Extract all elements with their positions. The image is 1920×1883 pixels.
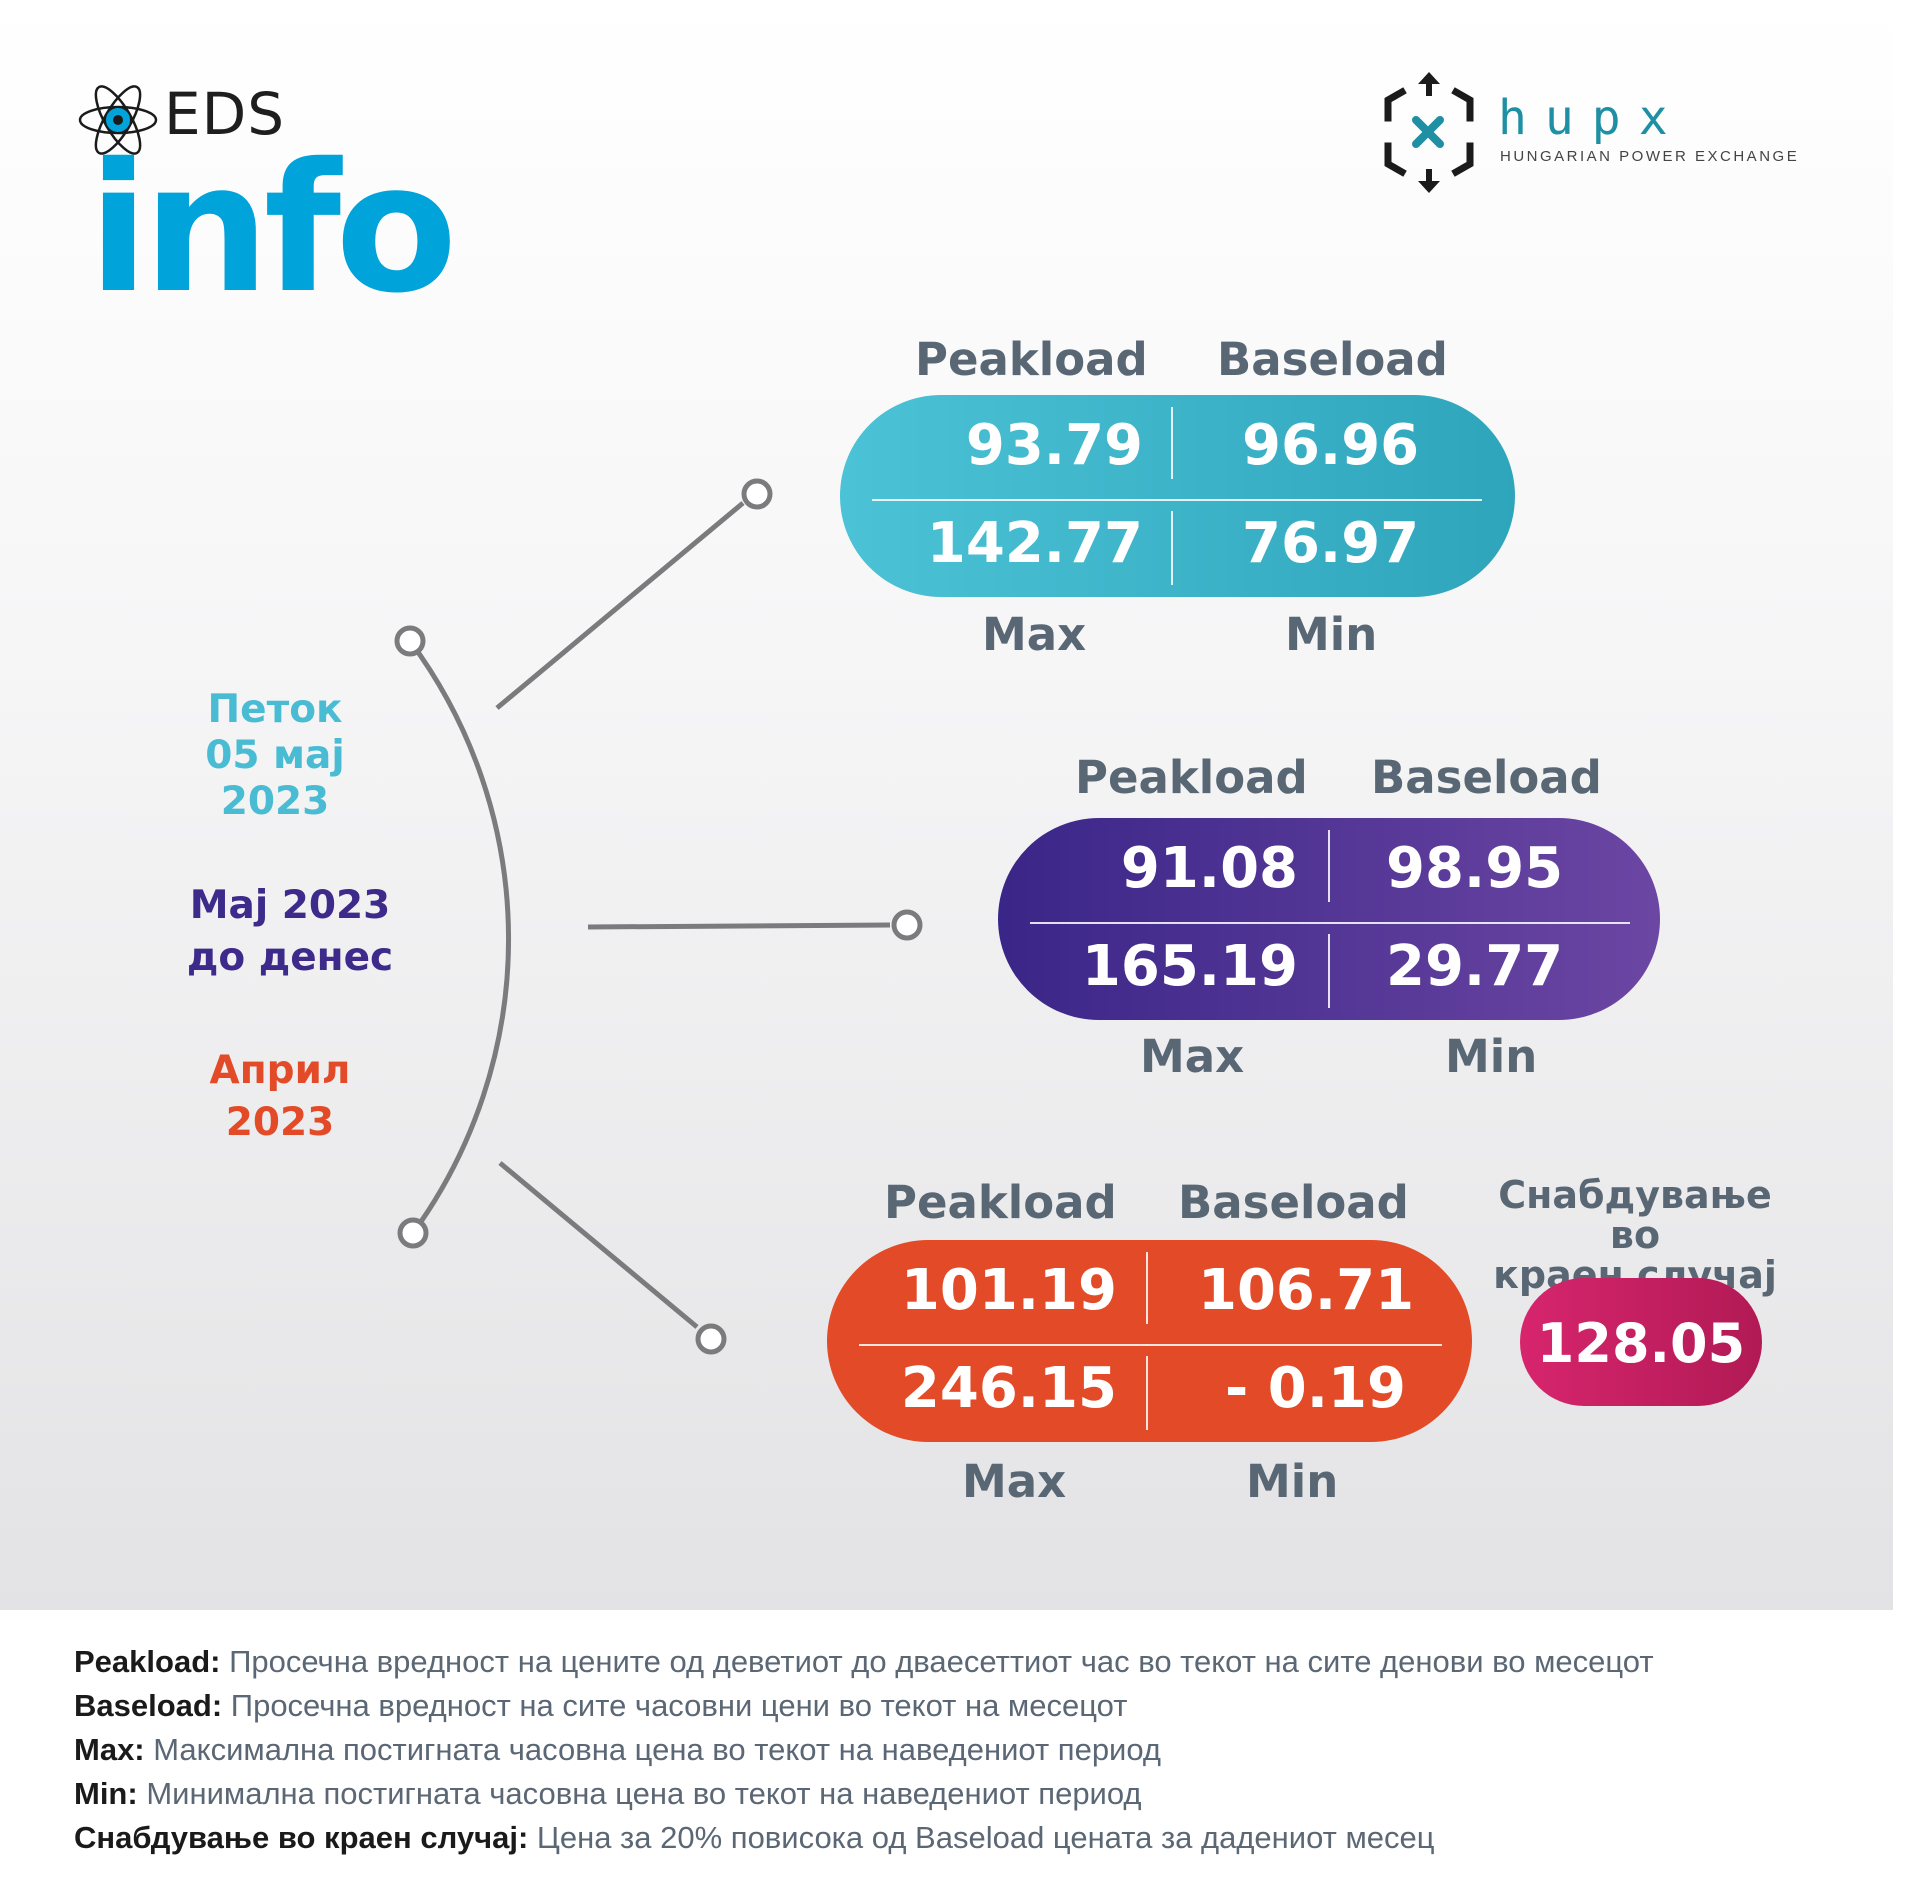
legend-row: Max: Максимална постигната часовна цена … <box>74 1728 1894 1772</box>
legend-row: Baseload: Просечна вредност на сите часо… <box>74 1684 1894 1728</box>
legend-term: Снабдување во краен случај: <box>74 1820 529 1855</box>
period-label-month: Мај 2023 до денес <box>170 880 410 984</box>
baseload-header: Baseload <box>1371 751 1602 804</box>
node-prev-month <box>695 1323 727 1355</box>
legend-text: Цена за 20% повисока од Baseload цената … <box>536 1820 1435 1855</box>
period-line: 2023 <box>220 779 330 824</box>
eds-label: EDS <box>164 80 286 148</box>
last-resort-value: 128.05 <box>1536 1312 1746 1375</box>
period-line: 05 мај <box>205 733 345 778</box>
legend-row: Min: Минимална постигната часовна цена в… <box>74 1772 1894 1816</box>
legend-row: Снабдување во краен случај: Цена за 20% … <box>74 1816 1894 1860</box>
peakload-header: Peakload <box>884 1176 1117 1229</box>
hupx-wordmark: hupx <box>1498 90 1686 146</box>
info-label: info <box>88 125 457 332</box>
baseload-value: 106.71 <box>1198 1258 1415 1323</box>
min-footer: Min <box>1246 1455 1339 1508</box>
baseload-header: Baseload <box>1178 1176 1409 1229</box>
branch-prev-month <box>498 1161 699 1329</box>
node-arc-bottom <box>397 1217 429 1249</box>
legend-term: Min: <box>74 1776 138 1811</box>
price-pill: 101.19 106.71 246.15 - 0.19 <box>827 1240 1472 1442</box>
peakload-value: 101.19 <box>900 1258 1117 1323</box>
peakload-value: 93.79 <box>965 413 1143 478</box>
hupx-mark-icon <box>1384 72 1474 193</box>
legend-text: Минимална постигната часовна цена во тек… <box>146 1776 1142 1811</box>
legend-text: Просечна вредност на сите часовни цени в… <box>230 1688 1128 1723</box>
legend-text: Просечна вредност на цените од деветиот … <box>229 1644 1654 1679</box>
baseload-value: 98.95 <box>1386 836 1564 901</box>
min-footer: Min <box>1285 608 1378 661</box>
max-footer: Max <box>982 608 1087 661</box>
baseload-header: Baseload <box>1217 333 1448 386</box>
atom-icon <box>78 85 158 155</box>
hupx-logo: hupx HUNGARIAN POWER EXCHANGE <box>1374 70 1814 200</box>
max-value: 246.15 <box>900 1356 1117 1421</box>
node-arc-top <box>394 625 426 657</box>
last-resort-pill: 128.05 <box>1520 1278 1762 1406</box>
last-resort-title: Снабдување во краен случај <box>1470 1175 1800 1295</box>
peakload-header: Peakload <box>915 333 1148 386</box>
last-resort-title-line: Снабдување во <box>1498 1173 1772 1257</box>
price-pill: 91.08 98.95 165.19 29.77 <box>998 818 1660 1020</box>
node-month <box>891 909 923 941</box>
min-value: 76.97 <box>1242 511 1420 576</box>
legend-row: Peakload: Просечна вредност на цените од… <box>74 1640 1894 1684</box>
eds-info-logo: EDS info <box>78 78 498 318</box>
period-line: 2023 <box>225 1100 335 1145</box>
peakload-value: 91.08 <box>1120 836 1298 901</box>
period-label-prev-month: Април 2023 <box>180 1045 380 1149</box>
period-line: Петок <box>207 687 343 732</box>
branch-day <box>495 501 745 710</box>
min-value: 29.77 <box>1386 934 1564 999</box>
period-line: до денес <box>186 935 394 980</box>
max-value: 165.19 <box>1081 934 1298 999</box>
baseload-value: 96.96 <box>1242 413 1420 478</box>
peakload-header: Peakload <box>1075 751 1308 804</box>
branch-month <box>587 922 891 930</box>
min-value: - 0.19 <box>1225 1356 1406 1421</box>
max-footer: Max <box>1140 1030 1245 1083</box>
max-footer: Max <box>962 1455 1067 1508</box>
legend-term: Baseload: <box>74 1688 223 1723</box>
legend-term: Peakload: <box>74 1644 221 1679</box>
min-footer: Min <box>1445 1030 1538 1083</box>
legend: Peakload: Просечна вредност на цените од… <box>74 1640 1894 1860</box>
hupx-subtitle: HUNGARIAN POWER EXCHANGE <box>1500 148 1800 165</box>
legend-text: Максимална постигната часовна цена во те… <box>153 1732 1162 1767</box>
node-day <box>741 478 773 510</box>
legend-term: Max: <box>74 1732 145 1767</box>
timeline-arc <box>407 639 512 1235</box>
period-line: Април <box>209 1048 351 1093</box>
timeline-connectors <box>394 478 923 1355</box>
max-value: 142.77 <box>926 511 1143 576</box>
price-pill: 93.79 96.96 142.77 76.97 <box>840 395 1515 597</box>
period-line: Мај 2023 <box>189 883 391 928</box>
period-label-day: Петок 05 мај 2023 <box>180 687 370 825</box>
